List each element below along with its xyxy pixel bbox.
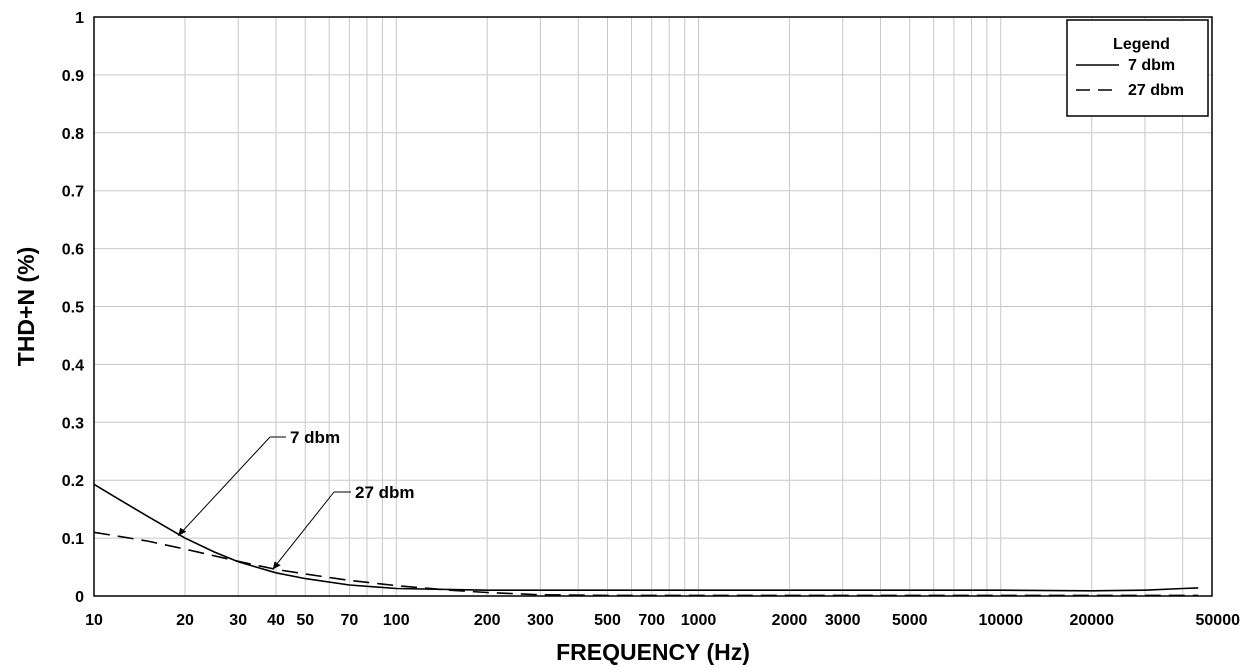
legend-label-27-dbm: 27 dbm (1128, 82, 1184, 99)
x-tick-label: 100 (383, 612, 410, 629)
x-tick-label: 40 (267, 612, 285, 629)
annotation-arrowhead (272, 561, 281, 570)
x-tick-label: 50000 (1196, 612, 1241, 629)
y-tick-label: 0.3 (62, 415, 84, 432)
annotation-leader-27-dbm (272, 491, 335, 570)
x-tick-label: 3000 (825, 612, 861, 629)
y-tick-label: 0 (75, 589, 84, 606)
plot-frame (93, 16, 1213, 597)
x-axis-title: FREQUENCY (Hz) (556, 639, 750, 665)
x-tick-label: 300 (527, 612, 554, 629)
x-tick-label: 200 (474, 612, 501, 629)
x-tick-label: 10000 (978, 612, 1023, 629)
y-tick-label: 0.5 (62, 300, 84, 317)
y-tick-label: 0.8 (62, 126, 84, 143)
x-tick-label: 500 (594, 612, 621, 629)
y-tick-label: 0.1 (62, 531, 84, 548)
y-tick-label: 0.4 (62, 357, 84, 374)
y-tick-label: 0.7 (62, 184, 84, 201)
annotation-arrowhead (178, 527, 187, 536)
y-tick-label: 0.9 (62, 68, 84, 85)
x-tick-label: 5000 (892, 612, 928, 629)
x-axis-ticks: 10 20 30 40 50 70 100 200 300 500 700 1000 2000 3000 5… (85, 612, 1240, 629)
annotation-label-7-dbm: 7 dbm (290, 428, 340, 447)
grid (94, 17, 1212, 596)
x-tick-label: 30 (229, 612, 247, 629)
legend-label-7-dbm: 7 dbm (1128, 57, 1175, 74)
legend-title: Legend (1113, 36, 1170, 53)
x-tick-label: 1000 (681, 612, 717, 629)
series-line-27-dbm (93, 531, 1199, 597)
x-tick-label: 2000 (772, 612, 808, 629)
x-tick-label: 700 (638, 612, 665, 629)
series-group (93, 483, 1199, 597)
x-tick-label: 70 (341, 612, 359, 629)
legend-box (1066, 19, 1209, 117)
y-axis-ticks: 0 0.1 0.2 0.3 0.4 0.5 0.6 0.7 0.8 0.9 1 (62, 10, 84, 606)
series-line-7-dbm (93, 483, 1199, 592)
annotation-leader-7-dbm (177, 436, 271, 537)
x-tick-label: 20 (176, 612, 194, 629)
annotations: 7 dbm 27 dbm (177, 428, 415, 570)
x-tick-label: 10 (85, 612, 103, 629)
x-tick-label: 20000 (1069, 612, 1114, 629)
legend: Legend 7 dbm 27 dbm (1066, 19, 1209, 117)
annotation-label-27-dbm: 27 dbm (355, 483, 415, 502)
y-tick-label: 0.2 (62, 473, 84, 490)
y-tick-label: 1 (75, 10, 84, 27)
y-axis-title: THD+N (%) (13, 247, 39, 366)
x-tick-label: 50 (296, 612, 314, 629)
y-tick-label: 0.6 (62, 242, 84, 259)
